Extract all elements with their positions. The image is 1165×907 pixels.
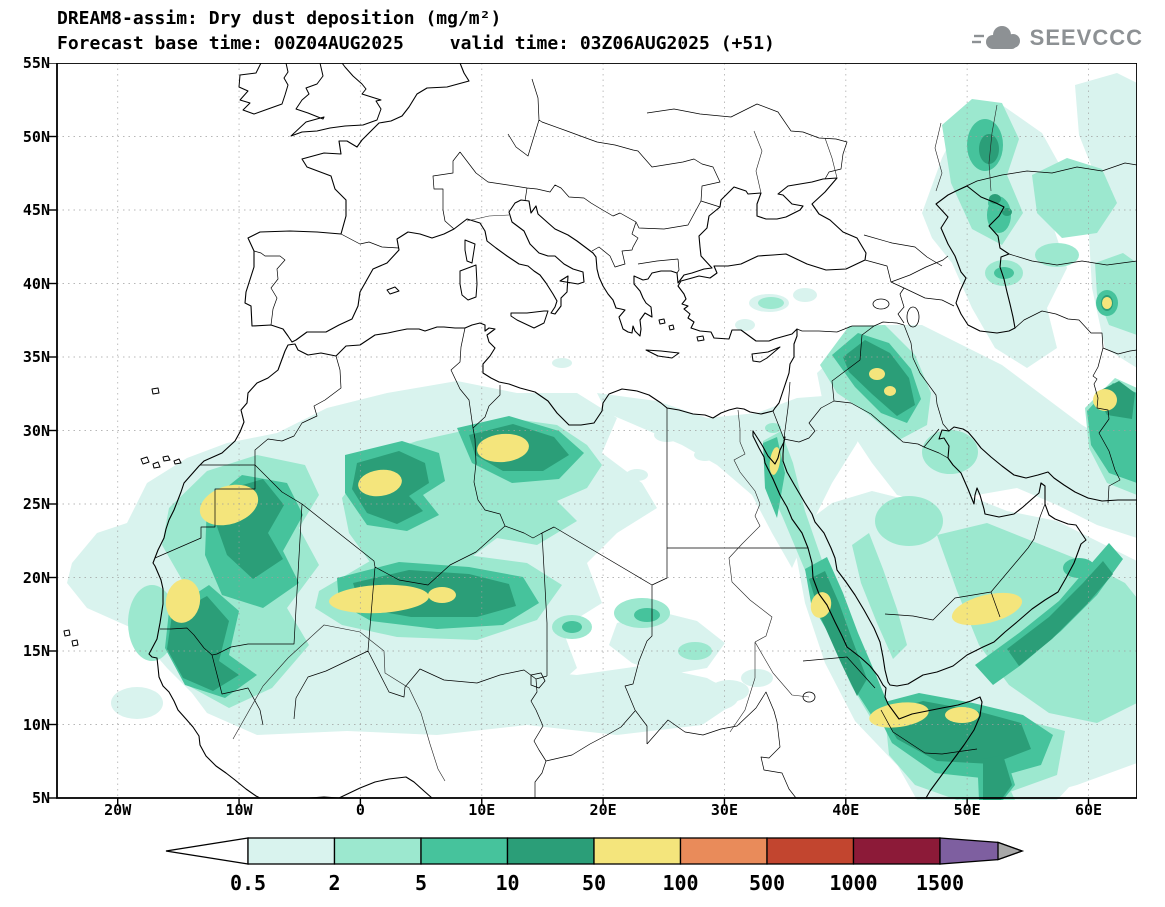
lat-label-30N: 30N [8, 422, 50, 440]
lat-label-40N: 40N [8, 275, 50, 293]
lat-label-25N: 25N [8, 495, 50, 513]
colorbar-level-10: 10 [495, 871, 519, 895]
colorbar-level-100: 100 [662, 871, 698, 895]
title-block: DREAM8-assim: Dry dust deposition (mg/m²… [57, 6, 775, 56]
colorbar-level-500: 500 [749, 871, 785, 895]
logo-text: SEEVCCC [1030, 25, 1143, 51]
colorbar-level-0.5: 0.5 [230, 871, 266, 895]
lon-label-10E: 10E [452, 801, 512, 819]
lon-label-20E: 20E [573, 801, 633, 819]
colorbar-level-1500: 1500 [916, 871, 964, 895]
lat-label-50N: 50N [8, 128, 50, 146]
colorbar-segment-2 [421, 838, 508, 864]
colorbar-segment-0 [248, 838, 335, 864]
seevccc-logo: SEEVCCC [972, 22, 1143, 54]
chart-subtitle: Forecast base time: 00Z04AUG2025 valid ti… [57, 31, 775, 56]
colorbar-level-2: 2 [328, 871, 340, 895]
lat-label-45N: 45N [8, 201, 50, 219]
colorbar-arrow-tip [998, 842, 1022, 859]
lat-label-55N: 55N [8, 54, 50, 72]
colorbar-level-5: 5 [415, 871, 427, 895]
lon-label-60E: 60E [1059, 801, 1119, 819]
colorbar-level-1000: 1000 [829, 871, 877, 895]
chart-title: DREAM8-assim: Dry dust deposition (mg/m²… [57, 6, 775, 31]
forecast-map [47, 63, 1137, 818]
colorbar: 0.5 2 5 10 50 100 500 1000 1500 [150, 834, 1030, 904]
lat-label-10N: 10N [8, 716, 50, 734]
colorbar-level-50: 50 [582, 871, 606, 895]
lat-label-35N: 35N [8, 348, 50, 366]
lon-label-0: 0 [330, 801, 390, 819]
lon-label-50E: 50E [937, 801, 997, 819]
forecast-page: DREAM8-assim: Dry dust deposition (mg/m²… [0, 0, 1165, 907]
colorbar-segment-1 [335, 838, 422, 864]
colorbar-segment-7 [854, 838, 941, 864]
colorbar-scale: 0.5 2 5 10 50 100 500 1000 1500 [150, 834, 1030, 900]
lat-label-15N: 15N [8, 642, 50, 660]
lon-label-10W: 10W [209, 801, 269, 819]
lon-label-40E: 40E [816, 801, 876, 819]
lon-label-30E: 30E [694, 801, 754, 819]
valid-time-label: valid time: 03Z06AUG2025 (+51) [450, 33, 775, 54]
colorbar-segment-4 [594, 838, 681, 864]
base-time-label: Forecast base time: 00Z04AUG2025 [57, 33, 404, 54]
cloud-icon [972, 22, 1024, 54]
lat-label-20N: 20N [8, 569, 50, 587]
lon-label-20W: 20W [88, 801, 148, 819]
colorbar-segment-5 [681, 838, 768, 864]
colorbar-segment-3 [508, 838, 595, 864]
lat-label-5N: 5N [8, 789, 50, 807]
colorbar-arrow-left [166, 838, 248, 864]
colorbar-segment-6 [767, 838, 854, 864]
